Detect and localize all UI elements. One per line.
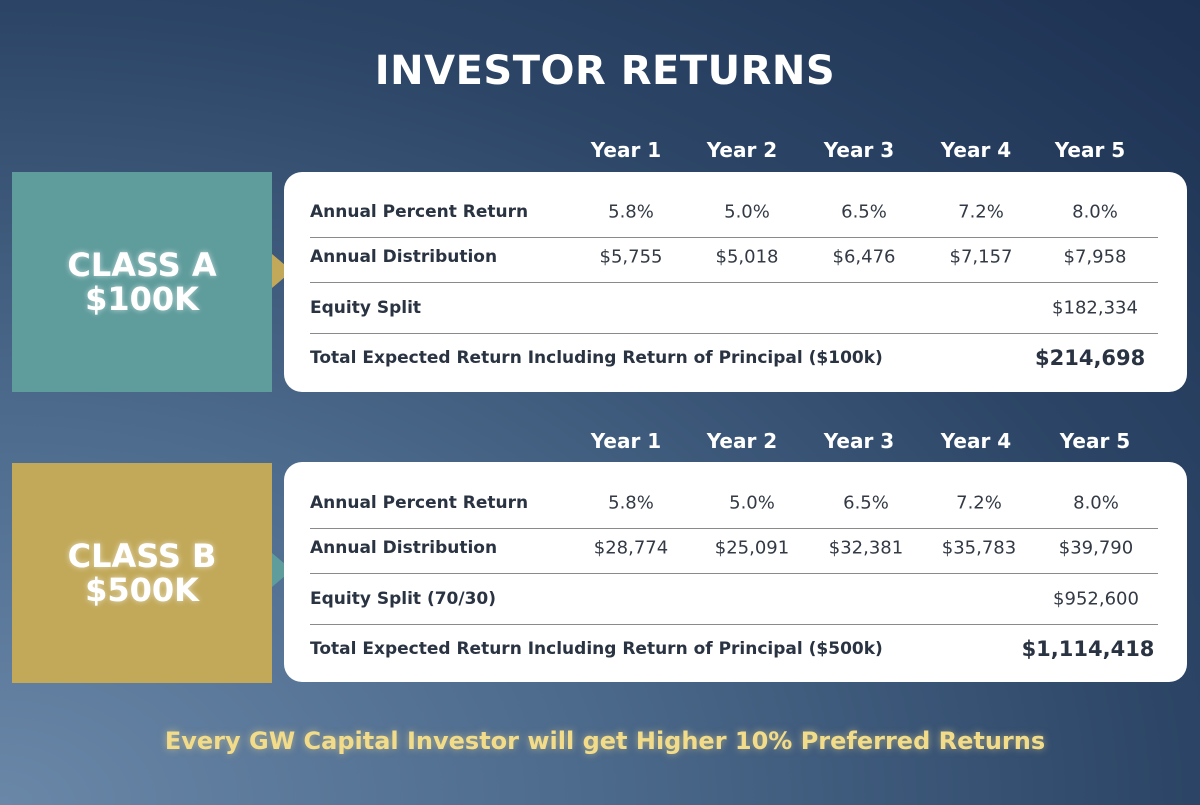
year-2-header: Year 2	[706, 429, 778, 453]
cell-value: $952,600	[1053, 588, 1139, 610]
row-label: Annual Percent Return	[310, 202, 529, 222]
row-label: Annual Percent Return	[310, 493, 529, 513]
table-row: Total Expected Return Including Return o…	[310, 333, 1158, 383]
class-b-year-header: Year 1 Year 2 Year 3 Year 4 Year 5	[575, 429, 1175, 459]
cell-value: $6,476	[832, 246, 896, 268]
table-row: Equity Split (70/30) $952,600	[310, 574, 1158, 625]
row-label: Annual Distribution	[310, 247, 498, 267]
class-a-returns-table: Annual Percent Return 5.8% 5.0% 6.5% 7.2…	[284, 172, 1187, 392]
class-b-amount: $500K	[85, 571, 199, 609]
year-5-header: Year 5	[1059, 429, 1131, 453]
year-3-header: Year 3	[823, 138, 895, 162]
table-row: Annual Distribution $28,774 $25,091 $32,…	[310, 523, 1158, 574]
table-row: Total Expected Return Including Return o…	[310, 624, 1158, 674]
cell-value: 8.0%	[1072, 201, 1118, 223]
cell-value: $7,958	[1063, 246, 1127, 268]
cell-value: $25,091	[714, 537, 790, 559]
class-a-amount: $100K	[85, 280, 199, 318]
row-label: Annual Distribution	[310, 538, 498, 558]
page-title: INVESTOR RETURNS	[374, 48, 836, 94]
class-b-box: CLASS B $500K	[12, 463, 272, 683]
cell-value: 7.2%	[956, 492, 1002, 514]
year-5-header: Year 5	[1054, 138, 1126, 162]
total-value: $214,698	[1035, 346, 1146, 370]
cell-value: 5.8%	[608, 201, 654, 223]
total-value: $1,114,418	[1021, 637, 1155, 661]
cell-value: $5,755	[599, 246, 663, 268]
table-row: Equity Split $182,334	[310, 283, 1158, 334]
year-1-header: Year 1	[590, 138, 662, 162]
row-label: Total Expected Return Including Return o…	[310, 639, 883, 659]
cell-value: 6.5%	[843, 492, 889, 514]
cell-value: $35,783	[941, 537, 1017, 559]
cell-value: $32,381	[828, 537, 904, 559]
table-row: Annual Distribution $5,755 $5,018 $6,476…	[310, 232, 1158, 283]
year-4-header: Year 4	[940, 138, 1012, 162]
cell-value: $39,790	[1058, 537, 1134, 559]
cell-value: 8.0%	[1073, 492, 1119, 514]
row-label: Equity Split (70/30)	[310, 589, 497, 609]
class-b-returns-table: Annual Percent Return 5.8% 5.0% 6.5% 7.2…	[284, 462, 1187, 682]
table-row: Annual Percent Return 5.8% 5.0% 6.5% 7.2…	[310, 187, 1158, 238]
cell-value: 5.0%	[729, 492, 775, 514]
cell-value: $28,774	[593, 537, 669, 559]
year-3-header: Year 3	[823, 429, 895, 453]
year-2-header: Year 2	[706, 138, 778, 162]
class-a-box: CLASS A $100K	[12, 172, 272, 392]
cell-value: 6.5%	[841, 201, 887, 223]
cell-value: 7.2%	[958, 201, 1004, 223]
class-b-name: CLASS B	[67, 537, 217, 575]
cell-value: $5,018	[715, 246, 779, 268]
footer-tagline: Every GW Capital Investor will get Highe…	[164, 727, 1046, 755]
cell-value: 5.0%	[724, 201, 770, 223]
row-label: Equity Split	[310, 298, 422, 318]
year-4-header: Year 4	[940, 429, 1012, 453]
cell-value: 5.8%	[608, 492, 654, 514]
cell-value: $7,157	[949, 246, 1013, 268]
table-row: Annual Percent Return 5.8% 5.0% 6.5% 7.2…	[310, 478, 1158, 529]
class-a-year-header: Year 1 Year 2 Year 3 Year 4 Year 5	[575, 138, 1175, 168]
class-a-name: CLASS A	[67, 246, 217, 284]
cell-value: $182,334	[1052, 297, 1138, 319]
row-label: Total Expected Return Including Return o…	[310, 348, 883, 368]
year-1-header: Year 1	[590, 429, 662, 453]
